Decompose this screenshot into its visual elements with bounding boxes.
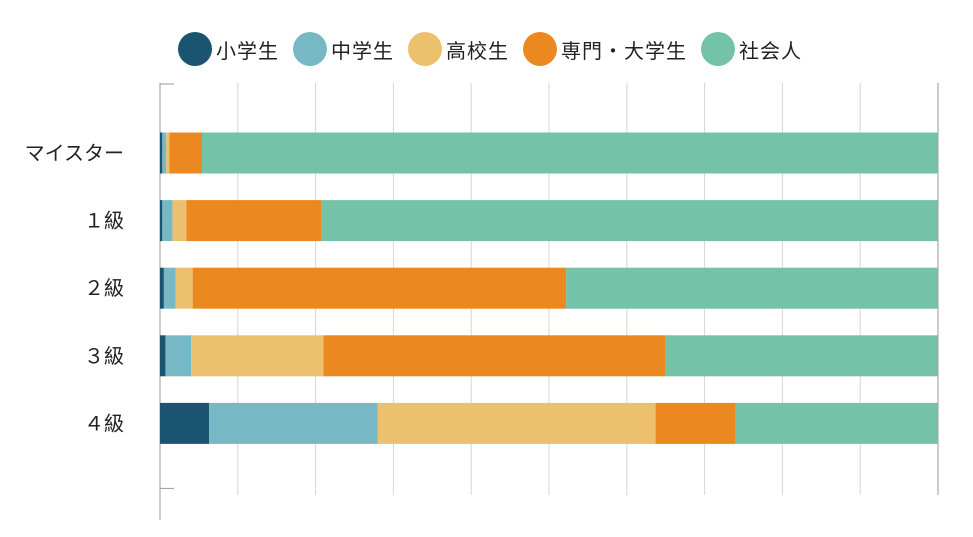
legend-item: 高校生 [408, 32, 509, 66]
bar-segment [566, 267, 938, 309]
legend: 小学生 中学生 高校生 専門・大学生 社会人 [178, 32, 816, 66]
bar-segment [321, 200, 938, 242]
bar-segment [165, 335, 192, 377]
bar-segment [655, 402, 736, 444]
category-label: １級 [84, 209, 124, 233]
bar-segment [172, 200, 187, 242]
bar-segment [162, 132, 167, 174]
legend-swatch [523, 32, 557, 66]
bar-segment [162, 200, 173, 242]
bar-segment [665, 335, 938, 377]
bar-segment [160, 335, 166, 377]
legend-swatch [178, 32, 212, 66]
legend-item: 中学生 [293, 32, 394, 66]
legend-swatch [293, 32, 327, 66]
legend-item: 小学生 [178, 32, 279, 66]
legend-item: 専門・大学生 [523, 32, 687, 66]
bar-segment [160, 402, 210, 444]
bar-segment [160, 132, 163, 174]
bar-segment [192, 267, 567, 309]
bar-segment [160, 267, 164, 309]
bar-segment [191, 335, 324, 377]
bar-segment [160, 200, 163, 242]
legend-item: 社会人 [701, 32, 802, 66]
legend-swatch [408, 32, 442, 66]
bar-segment [175, 267, 193, 309]
category-label: ２級 [84, 276, 124, 300]
bar-segment [186, 200, 322, 242]
bar-segment [163, 267, 176, 309]
category-label: マイスター [25, 141, 124, 165]
category-label: ３級 [84, 344, 124, 368]
bar-segment [735, 402, 938, 444]
legend-label: 小学生 [216, 38, 279, 63]
legend-label: 高校生 [446, 38, 509, 63]
legend-swatch [701, 32, 735, 66]
bar-segment [209, 402, 378, 444]
bar-segment [166, 132, 170, 174]
bar-segment [202, 132, 939, 174]
bar-segment [323, 335, 666, 377]
category-label: ４級 [84, 411, 124, 435]
bar-segment [169, 132, 203, 174]
legend-label: 中学生 [331, 38, 394, 63]
bar-segment [377, 402, 656, 444]
legend-label: 社会人 [739, 38, 802, 63]
legend-label: 専門・大学生 [561, 38, 687, 63]
